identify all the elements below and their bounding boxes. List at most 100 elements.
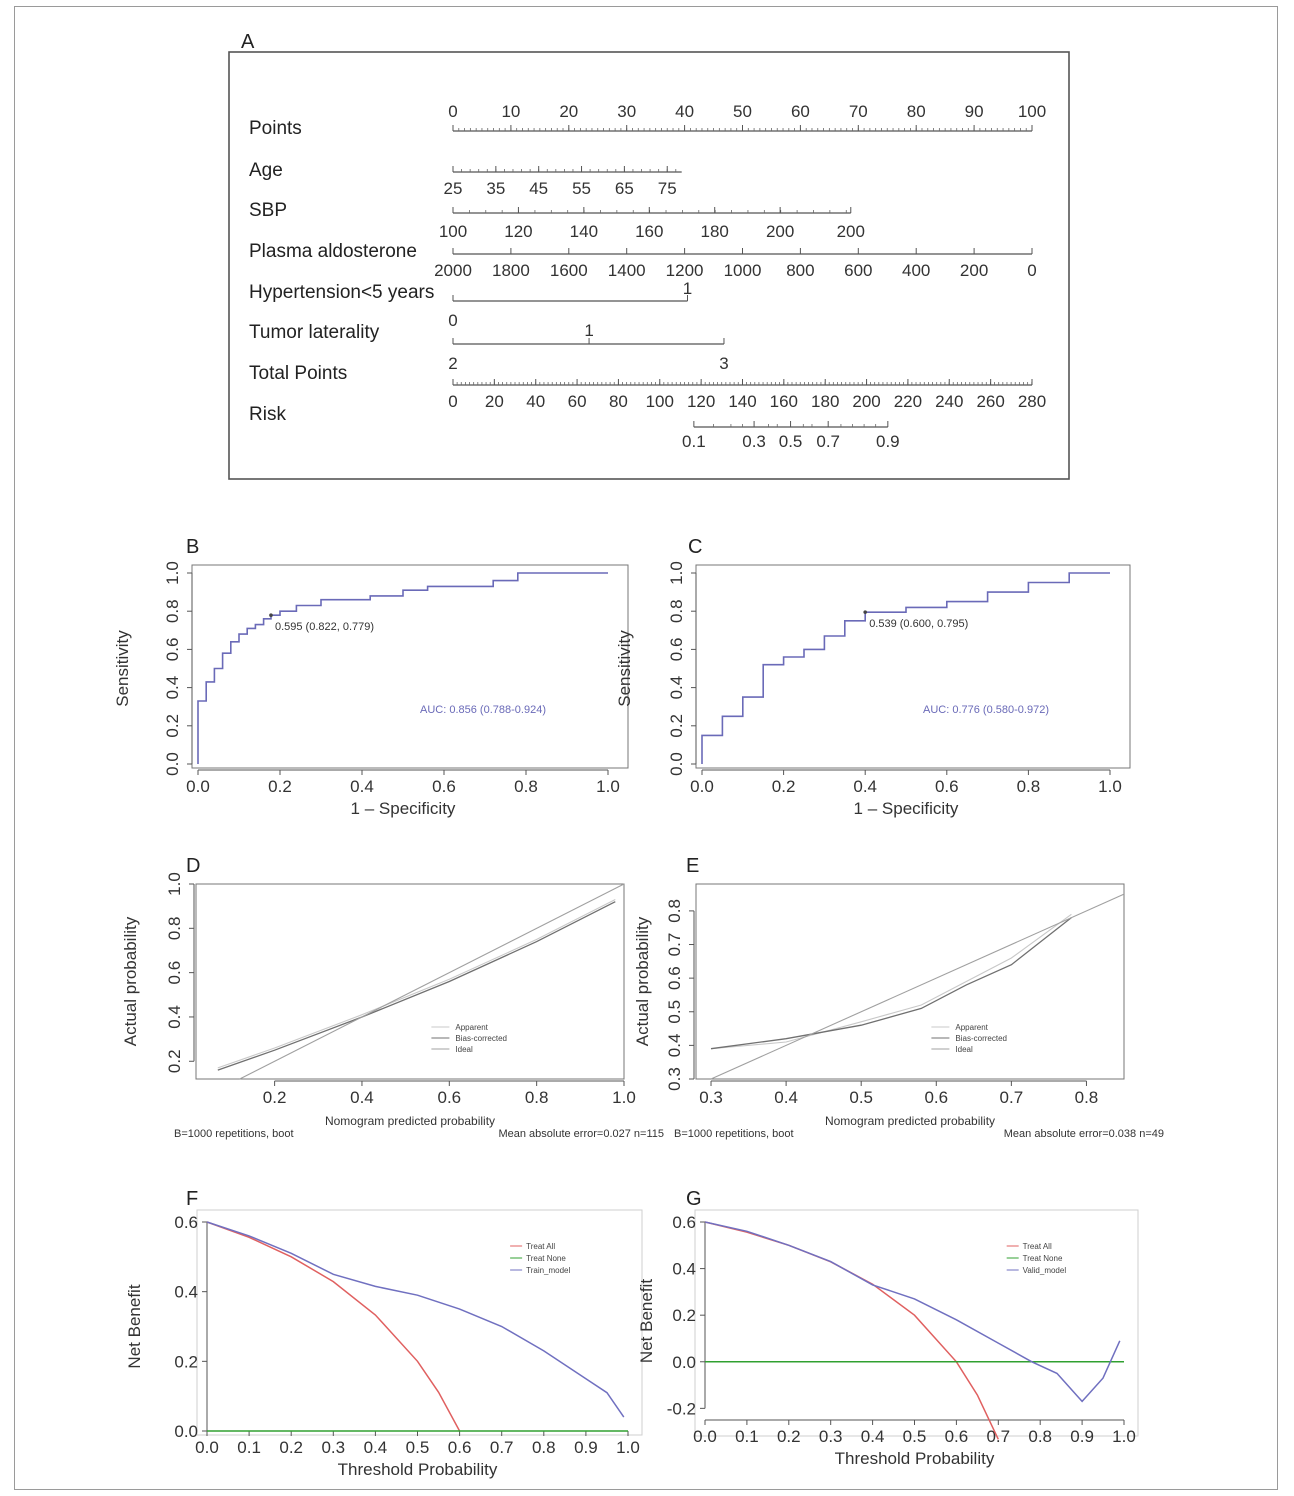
- x-tick-label: 0.4: [853, 777, 877, 796]
- nomogram-tick-label: 140: [728, 392, 756, 411]
- nomogram-row-label: Hypertension<5 years: [249, 282, 434, 303]
- nomogram-tick-label: 0.5: [779, 432, 803, 451]
- plot-frame: [694, 1209, 1139, 1437]
- nomogram-tick-label: 1600: [550, 261, 588, 280]
- nomogram-tick-label: 1: [683, 279, 692, 298]
- y-tick-label: 0.4: [672, 1260, 696, 1279]
- panel-label-b: B: [186, 536, 199, 558]
- nomogram-row-label: Tumor laterality: [249, 322, 380, 343]
- nomogram-tick-label: 70: [849, 102, 868, 121]
- x-tick-label: 0.9: [1070, 1427, 1094, 1446]
- x-tick-label: 0.8: [514, 777, 538, 796]
- decision-g: 0.0 0.1 0.2 0.3 0.4 0.5 0.6 0.7 0.8 0.9 1.0 -0.2 0.0…: [637, 1209, 1139, 1468]
- legend-label: Bias-corrected: [955, 1034, 1007, 1043]
- legend-label: Treat All: [526, 1242, 555, 1251]
- y-tick-label: 0.7: [665, 933, 684, 957]
- y-tick-label: 0.2: [165, 1049, 184, 1073]
- nomogram-tick-label: 200: [766, 222, 794, 241]
- x-tick-label: 0.7: [1000, 1088, 1024, 1107]
- legend-label: Treat All: [1023, 1242, 1052, 1251]
- nomogram-tick-label: 200: [852, 392, 880, 411]
- nomogram-tick-label: 120: [504, 222, 532, 241]
- x-tick-label: 0.5: [849, 1088, 873, 1107]
- nomogram-tick-label: 0: [448, 392, 457, 411]
- x-tick-label: 0.1: [237, 1438, 261, 1457]
- x-tick-label: 0.7: [986, 1427, 1010, 1446]
- plot-frame: [695, 883, 1125, 1080]
- y-tick-label: 0.8: [665, 899, 684, 923]
- x-tick-label: 0.8: [532, 1438, 556, 1457]
- nomogram-tick-label: 180: [811, 392, 839, 411]
- nomogram-tick-label: 0.7: [816, 432, 840, 451]
- calibration-line-bias-corrected: [217, 901, 616, 1071]
- x-tick-label: 0.3: [819, 1427, 843, 1446]
- x-tick-label: 0.4: [364, 1438, 388, 1457]
- nomogram-tick-label: 400: [902, 261, 930, 280]
- nomogram-tick-label: 60: [568, 392, 587, 411]
- nomogram-tick-label: 180: [701, 222, 729, 241]
- nomogram-tick-label: 600: [844, 261, 872, 280]
- threshold-label: 0.595 (0.822, 0.779): [275, 621, 374, 633]
- calibration-line-bias-corrected: [710, 917, 1072, 1050]
- x-tick-label: 0.8: [1017, 777, 1041, 796]
- y-tick-label: 0.0: [667, 752, 686, 776]
- x-tick-label: 0.5: [903, 1427, 927, 1446]
- nomogram-tick-label: 50: [733, 102, 752, 121]
- x-tick-label: 0.0: [186, 777, 210, 796]
- x-tick-label: 0.1: [735, 1427, 759, 1446]
- nomogram-tick-label: 0: [448, 311, 457, 330]
- x-tick-label: 1.0: [612, 1088, 636, 1107]
- y-tick-label: 1.0: [163, 561, 182, 585]
- nomogram-tick-label: 140: [570, 222, 598, 241]
- x-tick-label: 0.2: [263, 1088, 287, 1107]
- legend-label: Treat None: [1023, 1254, 1063, 1263]
- nomogram-row-label: SBP: [249, 200, 287, 221]
- y-tick-label: 0.0: [174, 1422, 198, 1441]
- x-tick-label: 0.3: [699, 1088, 723, 1107]
- panel-label-a: A: [241, 31, 255, 53]
- calibration-line-ideal: [239, 883, 625, 1080]
- panel-label-g: G: [686, 1188, 702, 1210]
- y-tick-label: 0.6: [163, 638, 182, 662]
- y-tick-label: 0.2: [174, 1352, 198, 1371]
- nomogram-tick-label: 200: [837, 222, 865, 241]
- nomogram-tick-label: 160: [770, 392, 798, 411]
- x-tick-label: 0.2: [772, 777, 796, 796]
- nomogram-tick-label: 0.1: [682, 432, 706, 451]
- x-tick-label: 0.2: [777, 1427, 801, 1446]
- nomogram-tick-label: 100: [439, 222, 467, 241]
- x-tick-label: 0.4: [350, 1088, 374, 1107]
- y-tick-label: 1.0: [667, 561, 686, 585]
- legend-label: Bias-corrected: [455, 1034, 507, 1043]
- x-tick-label: 0.2: [268, 777, 292, 796]
- roc-c: 0.0 0.2 0.4 0.6 0.8 1.0 0.0 0.2 0.4 0.6 0.8 1.0 1 – …: [615, 561, 1131, 818]
- x-tick-label: 0.4: [350, 777, 374, 796]
- y-tick-label: 0.2: [672, 1306, 696, 1325]
- y-axis-title: Actual probability: [121, 916, 140, 1046]
- y-tick-label: 0.4: [665, 1034, 684, 1058]
- y-tick-label: 0.4: [174, 1283, 198, 1302]
- x-tick-label: 1.0: [616, 1438, 640, 1457]
- nomogram-tick-label: 1800: [492, 261, 530, 280]
- footer-right: Mean absolute error=0.027 n=115: [498, 1128, 664, 1140]
- figure-frame: [14, 6, 1278, 1490]
- x-axis-title: Threshold Probability: [835, 1449, 995, 1468]
- x-axis-title: 1 – Specificity: [854, 799, 959, 818]
- x-tick-label: 0.6: [448, 1438, 472, 1457]
- y-tick-label: 0.4: [163, 676, 182, 700]
- panel-label-e: E: [686, 855, 699, 877]
- nomogram-tick-label: 120: [687, 392, 715, 411]
- nomogram-tick-label: 40: [526, 392, 545, 411]
- nomogram-tick-label: 10: [501, 102, 520, 121]
- x-tick-label: 0.2: [279, 1438, 303, 1457]
- legend-label: Valid_model: [1023, 1266, 1067, 1275]
- nomogram-tick-label: 35: [486, 179, 505, 198]
- y-axis-title: Net Benefit: [125, 1284, 144, 1368]
- y-tick-label: 0.8: [667, 599, 686, 623]
- x-tick-label: 0.6: [935, 777, 959, 796]
- auc-label: AUC: 0.856 (0.788-0.924): [420, 704, 546, 716]
- calibration-line-apparent: [217, 899, 616, 1069]
- nomogram-tick-label: 45: [529, 179, 548, 198]
- y-tick-label: 0.6: [665, 966, 684, 990]
